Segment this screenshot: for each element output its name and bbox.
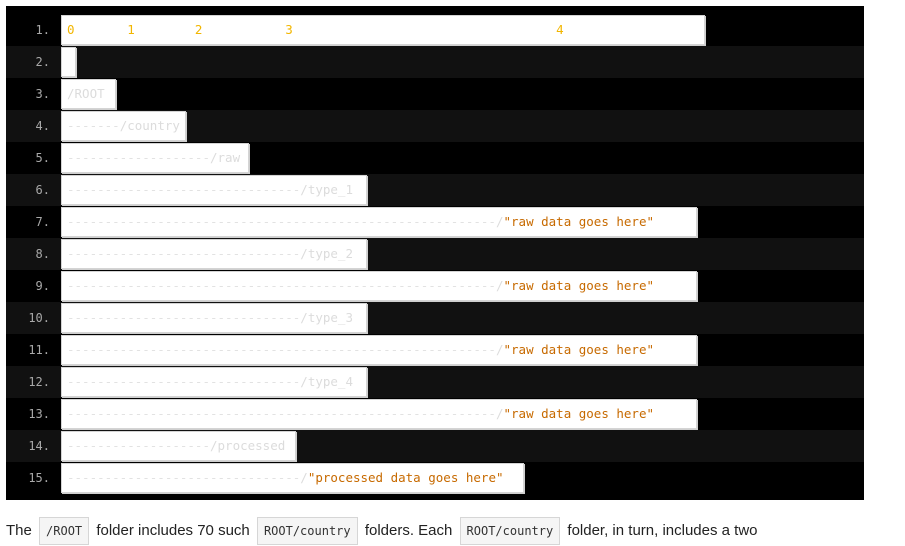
folder-path: /ROOT bbox=[67, 86, 105, 101]
code-line-content: -------------------------------/type_2 bbox=[61, 239, 367, 269]
indent-dashes: ------------------------------- bbox=[67, 470, 301, 485]
line-number: 1. bbox=[35, 23, 50, 37]
line-number: 6. bbox=[35, 183, 50, 197]
body-paragraph: The /ROOT folder includes 70 such ROOT/c… bbox=[6, 516, 896, 546]
inline-code: /ROOT bbox=[39, 517, 90, 545]
data-string: "raw data goes here" bbox=[503, 214, 655, 229]
paragraph-text: folder, in turn, includes a two bbox=[567, 522, 758, 539]
inline-code: ROOT/country bbox=[256, 517, 358, 545]
code-line-14: 14. -------------------/processed bbox=[6, 430, 864, 462]
folder-path: /raw bbox=[210, 150, 241, 165]
code-block: 1. 0 1 2 3 4 2. 3. /ROOT 4. -------/coun… bbox=[6, 6, 864, 500]
indent-dashes: ------------------------------- bbox=[67, 374, 301, 389]
code-line-content: ----------------------------------------… bbox=[61, 399, 697, 429]
code-line-content: -------------------------------/type_4 bbox=[61, 367, 367, 397]
folder-path: / bbox=[495, 342, 504, 357]
paragraph-text: folder includes 70 such bbox=[96, 522, 250, 539]
data-string: "raw data goes here" bbox=[503, 406, 655, 421]
data-string: "raw data goes here" bbox=[503, 278, 655, 293]
folder-path: / bbox=[495, 214, 504, 229]
code-line-11: 11. ------------------------------------… bbox=[6, 334, 864, 366]
folder-path: / bbox=[300, 470, 308, 485]
folder-path: /country bbox=[119, 118, 180, 133]
line-number: 4. bbox=[35, 119, 50, 133]
code-line-content: -------------------/raw bbox=[61, 143, 249, 173]
code-line-content: -------------------------------/type_3 bbox=[61, 303, 367, 333]
line-number: 3. bbox=[35, 87, 50, 101]
code-line-content: /ROOT bbox=[61, 79, 116, 109]
line-number: 5. bbox=[35, 151, 50, 165]
line-number: 7. bbox=[35, 215, 50, 229]
code-line-9: 9. -------------------------------------… bbox=[6, 270, 864, 302]
line-number: 2. bbox=[35, 55, 50, 69]
code-line-13: 13. ------------------------------------… bbox=[6, 398, 864, 430]
indent-dashes: ------------------- bbox=[67, 438, 210, 453]
folder-path: /type_1 bbox=[300, 182, 353, 197]
indent-dashes: ------- bbox=[67, 118, 120, 133]
indent-dashes: ----------------------------------------… bbox=[67, 214, 496, 229]
data-string: "processed data goes here" bbox=[307, 470, 504, 485]
code-line-content: -------------------/processed bbox=[61, 431, 296, 461]
code-line-content: -------------------------------/type_1 bbox=[61, 175, 367, 205]
code-line-content: 0 1 2 3 4 bbox=[61, 15, 705, 45]
inline-code: ROOT/country bbox=[459, 517, 561, 545]
paragraph-text: folders. Each bbox=[364, 522, 453, 539]
indent-dashes: ------------------- bbox=[67, 150, 210, 165]
code-line-content bbox=[61, 47, 76, 77]
line-number: 10. bbox=[28, 311, 50, 325]
code-line-content: -------/country bbox=[61, 111, 186, 141]
folder-path: /type_4 bbox=[300, 374, 353, 389]
code-line-4: 4. -------/country bbox=[6, 110, 864, 142]
folder-path: /processed bbox=[210, 438, 286, 453]
code-line-content: ----------------------------------------… bbox=[61, 207, 697, 237]
code-line-content: ----------------------------------------… bbox=[61, 335, 697, 365]
line-number: 15. bbox=[28, 471, 50, 485]
folder-path: /type_3 bbox=[300, 310, 353, 325]
code-line-8: 8. -------------------------------/type_… bbox=[6, 238, 864, 270]
line-number: 8. bbox=[35, 247, 50, 261]
code-line-content: ----------------------------------------… bbox=[61, 271, 697, 301]
code-line-2: 2. bbox=[6, 46, 864, 78]
line-number: 14. bbox=[28, 439, 50, 453]
line-number: 9. bbox=[35, 279, 50, 293]
line-number: 12. bbox=[28, 375, 50, 389]
indent-dashes: ------------------------------- bbox=[67, 310, 301, 325]
line-number: 11. bbox=[28, 343, 50, 357]
indent-dashes: ----------------------------------------… bbox=[67, 406, 496, 421]
indent-dashes: ----------------------------------------… bbox=[67, 278, 496, 293]
line-number: 13. bbox=[28, 407, 50, 421]
column-ruler: 0 1 2 3 4 bbox=[67, 22, 564, 37]
code-line-6: 6. -------------------------------/type_… bbox=[6, 174, 864, 206]
indent-dashes: ------------------------------- bbox=[67, 246, 301, 261]
indent-dashes: ------------------------------- bbox=[67, 182, 301, 197]
folder-path: / bbox=[495, 406, 504, 421]
code-line-1: 1. 0 1 2 3 4 bbox=[6, 14, 864, 46]
code-line-7: 7. -------------------------------------… bbox=[6, 206, 864, 238]
code-line-15: 15. -------------------------------/"pro… bbox=[6, 462, 864, 494]
code-line-5: 5. -------------------/raw bbox=[6, 142, 864, 174]
folder-path: / bbox=[495, 278, 504, 293]
paragraph-text: The bbox=[6, 522, 32, 539]
folder-path: /type_2 bbox=[300, 246, 353, 261]
indent-dashes: ----------------------------------------… bbox=[67, 342, 496, 357]
code-line-12: 12. -------------------------------/type… bbox=[6, 366, 864, 398]
code-line-10: 10. -------------------------------/type… bbox=[6, 302, 864, 334]
data-string: "raw data goes here" bbox=[503, 342, 655, 357]
code-line-content: -------------------------------/"process… bbox=[61, 463, 524, 493]
code-line-3: 3. /ROOT bbox=[6, 78, 864, 110]
